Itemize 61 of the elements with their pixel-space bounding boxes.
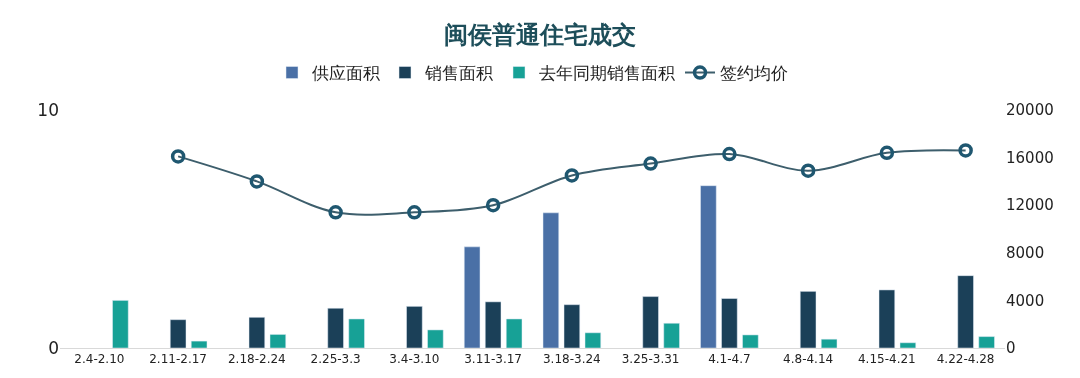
bar [700,185,717,348]
bar [542,212,559,348]
x-tick-label: 4.8-4.14 [783,352,834,367]
x-tick-label: 2.4-2.10 [74,352,125,367]
chart-title: 闽侯普通住宅成交 [444,21,636,50]
x-tick-label: 2.25-3.3 [310,352,361,367]
point [879,145,895,161]
bar [112,300,129,348]
bar [348,318,365,348]
bar [878,289,895,348]
bar [742,334,759,348]
legend-label: 销售面积 [424,63,493,84]
bar [427,329,444,348]
bar [464,246,481,348]
x-tick-label: 2.11-2.17 [149,352,208,367]
bar [899,342,916,348]
bar [663,323,680,348]
legend-label: 去年同期销售面积 [539,63,675,84]
bar [563,304,580,348]
bar [584,332,601,348]
x-tick-label: 4.22-4.28 [936,352,995,367]
x-tick-label: 4.1-4.7 [708,352,751,367]
bar [269,334,286,348]
point [328,205,343,220]
point [407,205,422,220]
x-tick-label: 3.25-3.31 [621,352,680,367]
x-tick-label: 3.4-3.10 [389,352,440,367]
bar [506,318,523,348]
point [249,174,265,189]
x-tick-label: 3.18-3.24 [542,352,601,367]
point [485,197,501,213]
bar [721,298,738,348]
bar [327,308,344,348]
bar [170,319,187,348]
y2-tick-label: 20000 [1006,101,1054,120]
bar [821,338,838,348]
x-tick-label: 3.11-3.17 [464,352,523,367]
bar [957,275,974,348]
y-tick-label: 10 [37,99,59,120]
bar [978,336,995,348]
point [170,149,186,164]
point [958,143,973,158]
y2-tick-label: 12000 [1006,196,1054,215]
y2-tick-label: 16000 [1006,148,1054,167]
bar [191,340,208,348]
x-tick-label: 4.15-4.21 [857,352,916,367]
x-tick-label: 2.18-2.24 [227,352,286,367]
legend-label: 签约均价 [720,63,788,84]
y2-tick-label: 4000 [1006,291,1045,310]
y2-tick-label: 8000 [1006,244,1045,263]
bar [642,296,659,348]
legend-label: 供应面积 [312,63,380,84]
point [800,163,816,178]
point [643,156,658,171]
bar [406,306,423,348]
bar [248,317,265,348]
point [564,168,580,183]
bar [485,301,502,348]
y2-tick-label: 0 [1006,339,1016,358]
point [722,146,737,162]
bar [800,291,817,348]
